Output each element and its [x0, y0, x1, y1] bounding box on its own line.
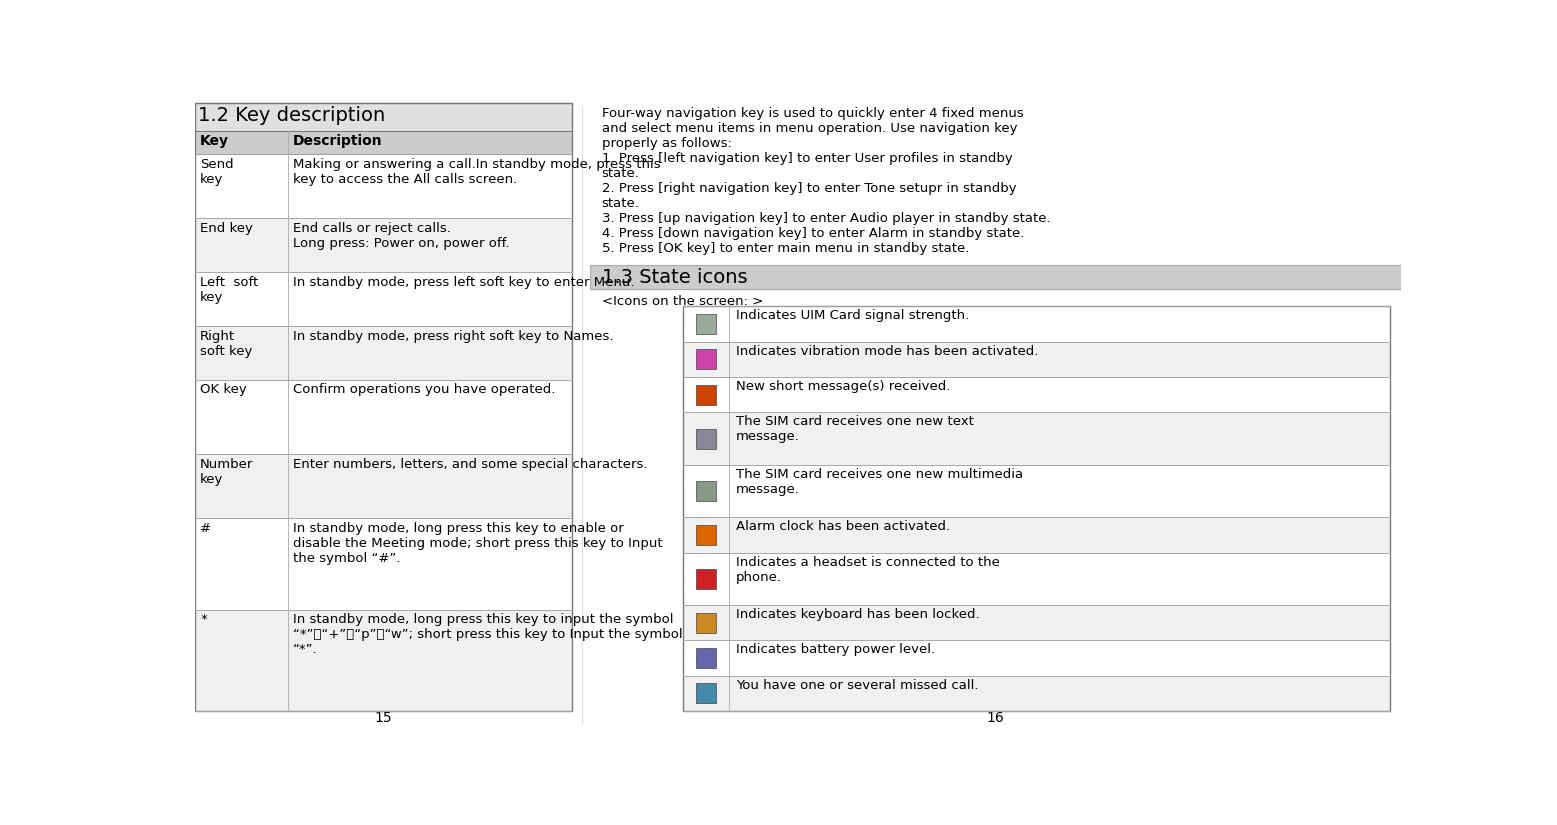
FancyBboxPatch shape [696, 568, 716, 589]
FancyBboxPatch shape [696, 481, 716, 501]
FancyBboxPatch shape [195, 326, 571, 380]
Text: OK key: OK key [199, 384, 248, 397]
Text: #: # [199, 522, 212, 535]
Text: You have one or several missed call.: You have one or several missed call. [735, 679, 978, 692]
Text: The SIM card receives one new multimedia
message.: The SIM card receives one new multimedia… [735, 468, 1023, 496]
FancyBboxPatch shape [195, 103, 571, 130]
Text: 15: 15 [374, 711, 392, 725]
Text: Confirm operations you have operated.: Confirm operations you have operated. [293, 384, 556, 397]
FancyBboxPatch shape [195, 218, 571, 271]
FancyBboxPatch shape [684, 605, 1390, 640]
Text: properly as follows:: properly as follows: [601, 137, 732, 149]
FancyBboxPatch shape [195, 271, 571, 326]
Text: The SIM card receives one new text
message.: The SIM card receives one new text messa… [735, 415, 973, 443]
Text: Four-way navigation key is used to quickly enter 4 fixed menus: Four-way navigation key is used to quick… [601, 106, 1023, 120]
Text: Left  soft
key: Left soft key [199, 276, 258, 304]
FancyBboxPatch shape [684, 464, 1390, 517]
FancyBboxPatch shape [195, 130, 571, 153]
Text: Right
soft key: Right soft key [199, 329, 252, 357]
FancyBboxPatch shape [684, 640, 1390, 676]
Text: 1.3 State icons: 1.3 State icons [601, 267, 747, 286]
FancyBboxPatch shape [696, 349, 716, 370]
FancyBboxPatch shape [684, 342, 1390, 377]
FancyBboxPatch shape [696, 384, 716, 404]
FancyBboxPatch shape [590, 265, 1401, 290]
FancyBboxPatch shape [684, 412, 1390, 464]
FancyBboxPatch shape [696, 648, 716, 668]
Text: state.: state. [601, 167, 640, 180]
FancyBboxPatch shape [696, 525, 716, 545]
Text: Making or answering a call.In standby mode, press this
key to access the All cal: Making or answering a call.In standby mo… [293, 158, 660, 186]
Text: 16: 16 [986, 711, 1004, 725]
FancyBboxPatch shape [696, 683, 716, 704]
Text: End key: End key [199, 222, 252, 235]
Text: In standby mode, press left soft key to enter Menu.: In standby mode, press left soft key to … [293, 276, 635, 289]
Text: 5. Press [OK key] to enter main menu in standby state.: 5. Press [OK key] to enter main menu in … [601, 242, 968, 255]
FancyBboxPatch shape [696, 314, 716, 334]
Text: Alarm clock has been activated.: Alarm clock has been activated. [735, 521, 950, 533]
Text: New short message(s) received.: New short message(s) received. [735, 380, 950, 393]
FancyBboxPatch shape [684, 676, 1390, 711]
Text: Indicates UIM Card signal strength.: Indicates UIM Card signal strength. [735, 309, 968, 323]
Text: Number
key: Number key [199, 458, 254, 486]
Text: 1. Press [left navigation key] to enter User profiles in standby: 1. Press [left navigation key] to enter … [601, 152, 1012, 165]
Text: Indicates vibration mode has been activated.: Indicates vibration mode has been activa… [735, 345, 1039, 357]
Text: Enter numbers, letters, and some special characters.: Enter numbers, letters, and some special… [293, 458, 648, 471]
Text: In standby mode, long press this key to enable or
disable the Meeting mode; shor: In standby mode, long press this key to … [293, 522, 663, 565]
FancyBboxPatch shape [195, 610, 571, 711]
FancyBboxPatch shape [195, 518, 571, 610]
Text: Indicates a headset is connected to the
phone.: Indicates a headset is connected to the … [735, 555, 1000, 583]
Text: Send
key: Send key [199, 158, 234, 186]
Text: 1.2 Key description: 1.2 Key description [198, 106, 386, 125]
Text: End calls or reject calls.
Long press: Power on, power off.: End calls or reject calls. Long press: P… [293, 222, 509, 250]
FancyBboxPatch shape [684, 553, 1390, 605]
Text: Indicates battery power level.: Indicates battery power level. [735, 644, 934, 657]
Text: and select menu items in menu operation. Use navigation key: and select menu items in menu operation.… [601, 122, 1017, 134]
Text: *: * [199, 614, 207, 626]
FancyBboxPatch shape [696, 428, 716, 449]
Text: 4. Press [down navigation key] to enter Alarm in standby state.: 4. Press [down navigation key] to enter … [601, 227, 1025, 240]
FancyBboxPatch shape [195, 380, 571, 455]
Text: Indicates keyboard has been locked.: Indicates keyboard has been locked. [735, 608, 979, 621]
FancyBboxPatch shape [195, 455, 571, 518]
Text: In standby mode, long press this key to input the symbol
“*”、“+”、“p”、“w”; short : In standby mode, long press this key to … [293, 614, 682, 657]
Text: state.: state. [601, 197, 640, 210]
FancyBboxPatch shape [195, 153, 571, 218]
FancyBboxPatch shape [696, 613, 716, 633]
FancyBboxPatch shape [684, 377, 1390, 412]
Text: In standby mode, press right soft key to Names.: In standby mode, press right soft key to… [293, 329, 613, 342]
Text: 3. Press [up navigation key] to enter Audio player in standby state.: 3. Press [up navigation key] to enter Au… [601, 212, 1049, 224]
Text: Description: Description [293, 134, 383, 148]
Text: Key: Key [199, 134, 229, 148]
Text: <Icons on the screen: >: <Icons on the screen: > [601, 295, 763, 309]
FancyBboxPatch shape [684, 517, 1390, 553]
FancyBboxPatch shape [684, 306, 1390, 342]
Text: 2. Press [right navigation key] to enter Tone setupr in standby: 2. Press [right navigation key] to enter… [601, 182, 1017, 195]
